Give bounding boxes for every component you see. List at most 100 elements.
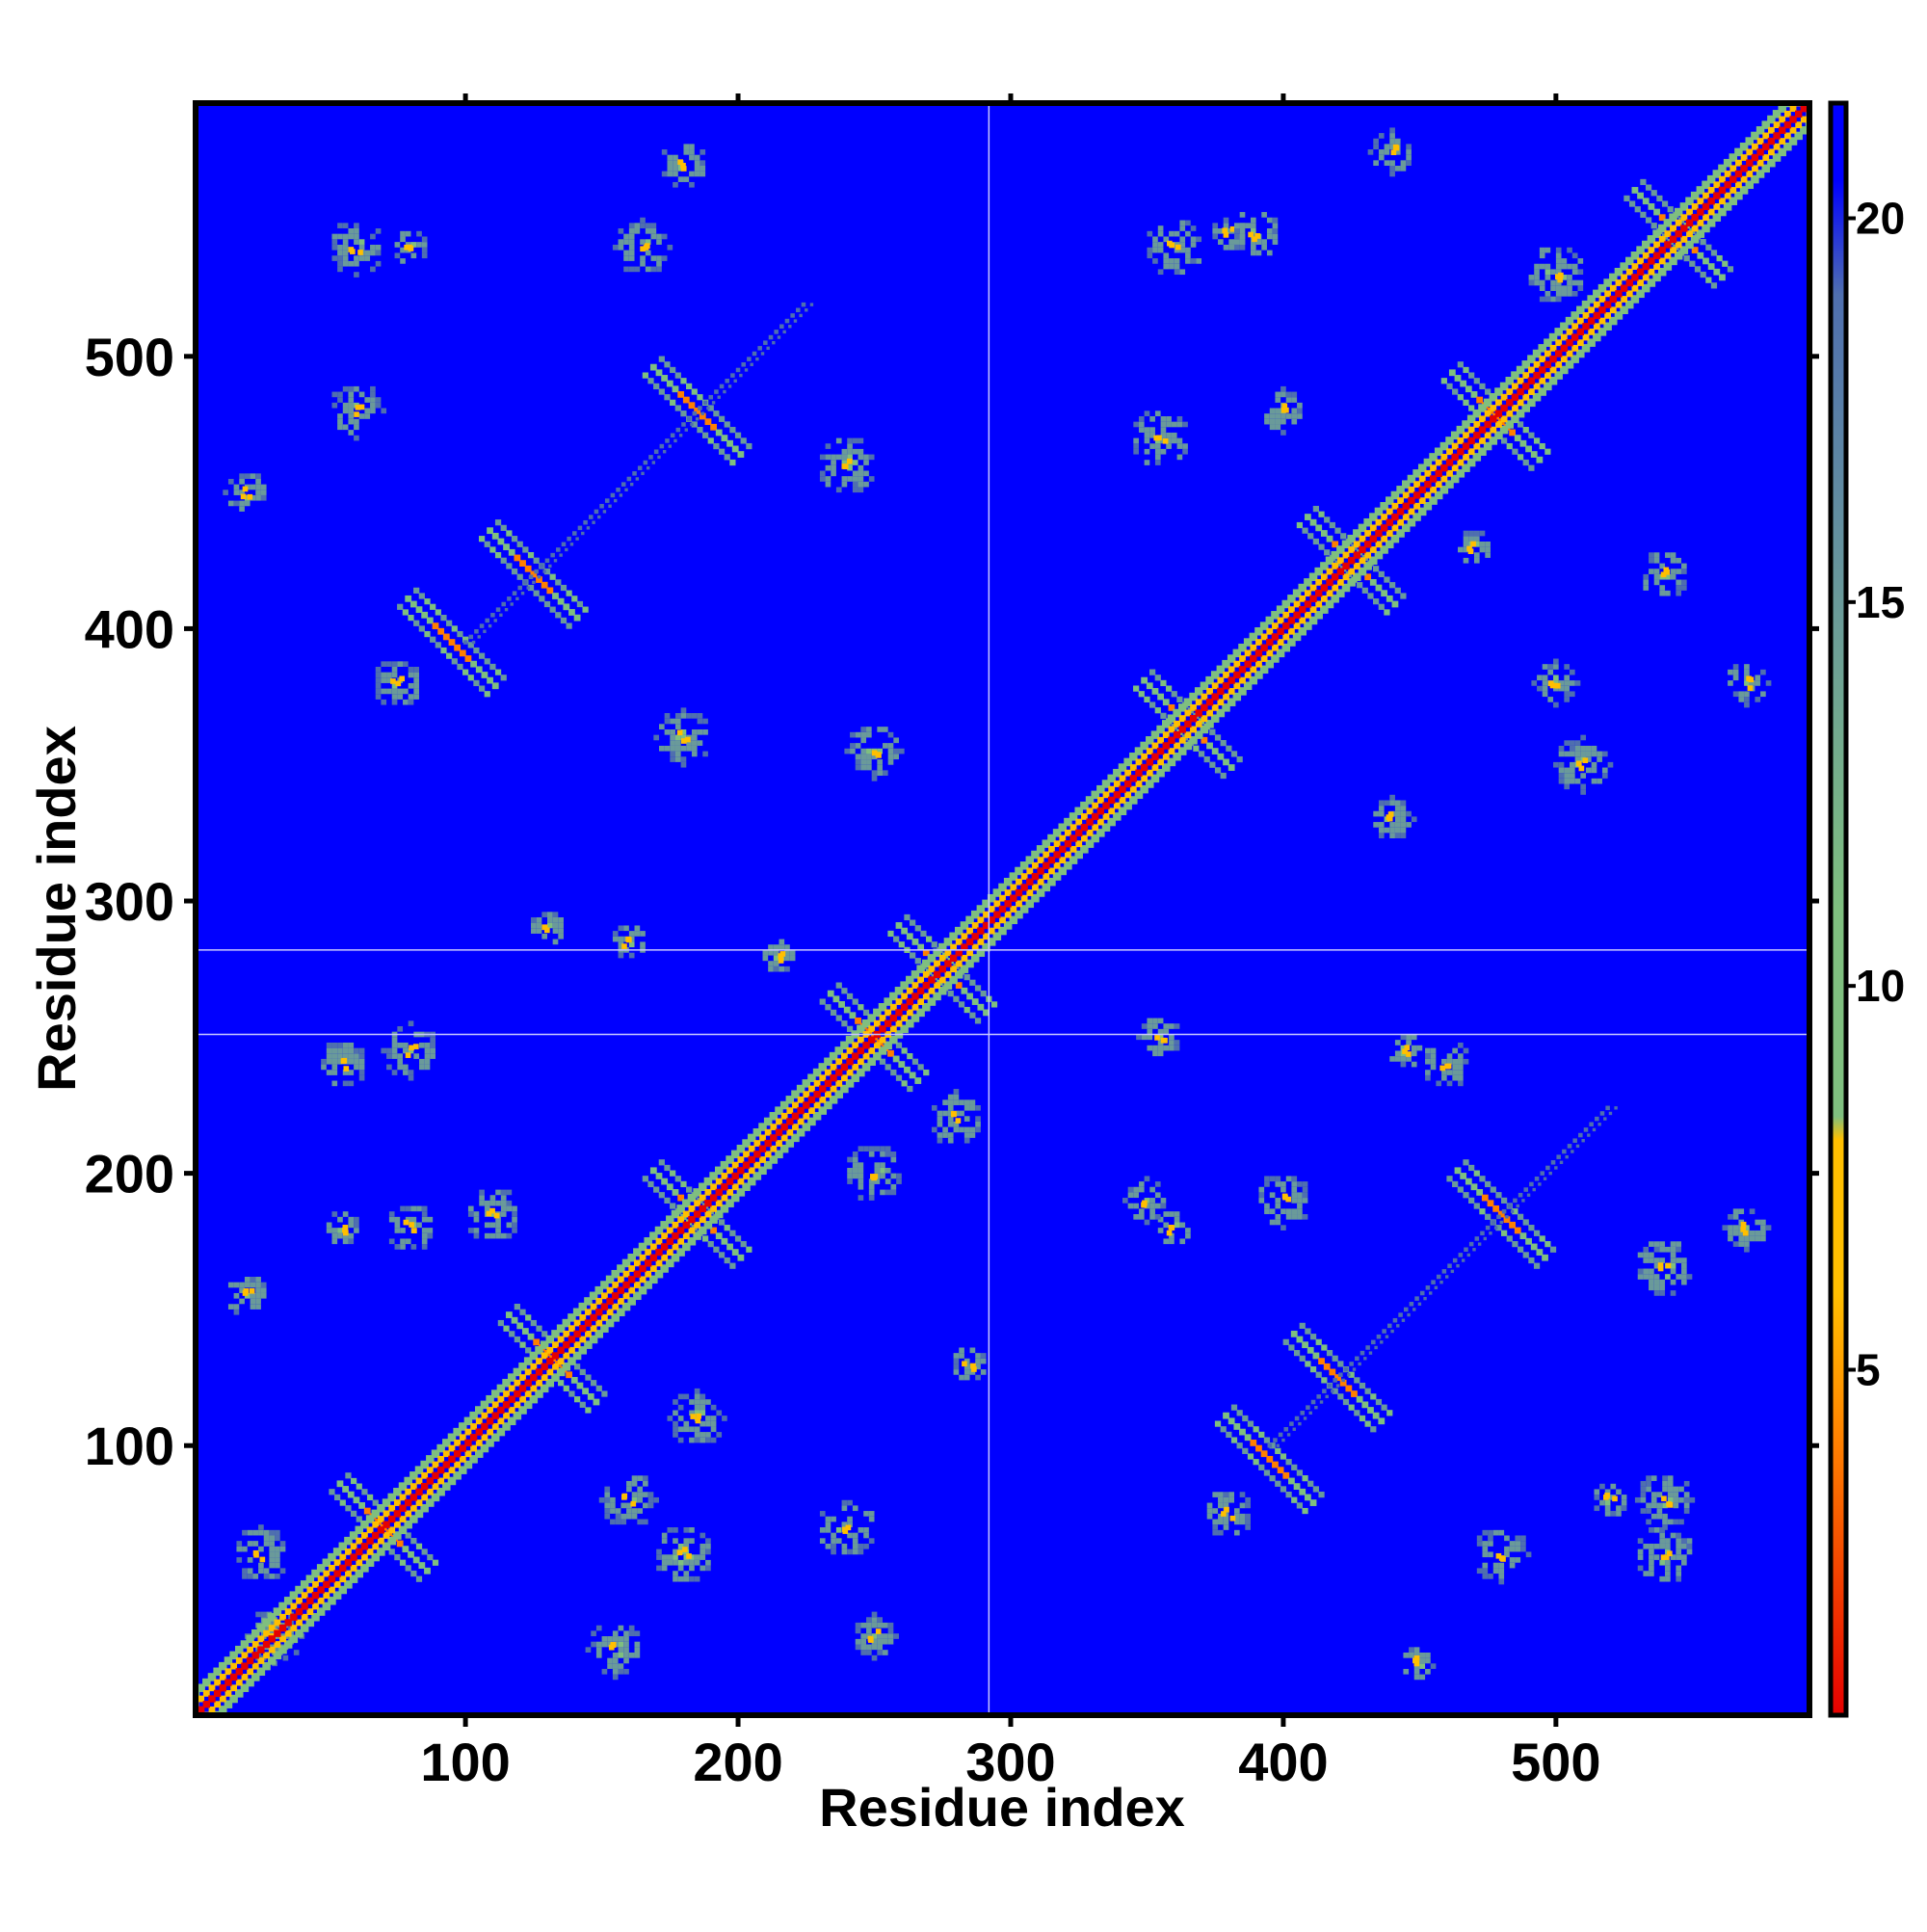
heatmap-cell	[844, 748, 851, 754]
heatmap-cell	[541, 581, 548, 589]
heatmap-cell	[858, 1167, 864, 1174]
heatmap-cell	[360, 1543, 369, 1550]
heatmap-cell	[1185, 258, 1191, 264]
heatmap-cell	[705, 1548, 711, 1555]
heatmap-cell	[855, 754, 861, 760]
heatmap-cell	[1496, 1214, 1501, 1220]
heatmap-cell	[506, 1232, 513, 1239]
heatmap-cell	[1418, 486, 1426, 493]
heatmap-cell	[459, 1466, 467, 1474]
heatmap-cell	[819, 476, 826, 482]
heatmap-cell	[852, 437, 858, 444]
heatmap-cell	[1653, 552, 1660, 558]
heatmap-cell	[1564, 675, 1571, 681]
heatmap-cell	[1760, 1235, 1766, 1242]
heatmap-cell	[710, 1420, 717, 1427]
heatmap-cell	[1129, 785, 1137, 793]
heatmap-cell	[1500, 415, 1508, 423]
heatmap-cell	[866, 1617, 872, 1623]
heatmap-cell	[1710, 282, 1718, 289]
heatmap-cell	[503, 1325, 510, 1332]
heatmap-cell	[1201, 703, 1208, 712]
heatmap-cells	[196, 103, 1809, 1715]
heatmap-cell	[1528, 432, 1535, 438]
heatmap-cell	[964, 1369, 970, 1375]
heatmap-cell	[1533, 360, 1541, 368]
heatmap-cell	[1157, 225, 1164, 231]
heatmap-cell	[348, 1080, 355, 1087]
heatmap-cell	[670, 433, 675, 438]
heatmap-cell	[1676, 1274, 1682, 1280]
heatmap-cell	[1325, 556, 1334, 566]
heatmap-cell	[1306, 1405, 1310, 1410]
heatmap-cell	[1594, 1505, 1600, 1512]
heatmap-cell	[1209, 761, 1216, 768]
heatmap-cell	[622, 1292, 630, 1300]
heatmap-cell	[1463, 530, 1469, 537]
heatmap-cell	[1576, 760, 1582, 767]
x-tick-label: 100	[420, 1732, 510, 1792]
heatmap-cell	[890, 1069, 897, 1076]
heatmap-cell	[1683, 1492, 1690, 1497]
heatmap-cell	[852, 476, 858, 482]
heatmap-cell	[725, 378, 729, 384]
heatmap-cell	[620, 1502, 627, 1509]
heatmap-cell	[1676, 1571, 1682, 1576]
heatmap-cell	[710, 1437, 717, 1443]
heatmap-cell	[608, 504, 612, 508]
heatmap-cell	[333, 1570, 341, 1577]
heatmap-cell	[414, 1466, 424, 1474]
heatmap-cell	[697, 718, 703, 725]
heatmap-cell	[348, 430, 355, 436]
heatmap-cell	[1276, 1443, 1280, 1447]
heatmap-cell	[1601, 751, 1608, 757]
heatmap-cell	[1703, 192, 1709, 199]
heatmap-cell	[906, 933, 913, 940]
heatmap-cell	[779, 944, 785, 950]
heatmap-cell	[1182, 443, 1188, 449]
heatmap-cell	[250, 1298, 256, 1305]
heatmap-cell	[944, 960, 952, 967]
heatmap-cell	[1653, 1543, 1660, 1549]
heatmap-cell	[764, 1139, 772, 1148]
heatmap-cell	[1166, 421, 1172, 428]
heatmap-cell	[1463, 546, 1469, 553]
heatmap-cell	[1576, 328, 1585, 336]
heatmap-cell	[1312, 538, 1319, 545]
heatmap-cell	[227, 500, 234, 507]
heatmap-cell	[680, 745, 687, 752]
heatmap-cell	[667, 244, 673, 251]
heatmap-cell	[628, 266, 635, 273]
heatmap-cell	[928, 987, 936, 994]
heatmap-cell	[1169, 1211, 1175, 1217]
heatmap-cell	[399, 675, 406, 682]
heatmap-cell	[1271, 611, 1280, 620]
heatmap-cell	[747, 357, 752, 361]
heatmap-cell	[1400, 827, 1407, 834]
heatmap-cell	[426, 1455, 435, 1464]
heatmap-cell	[686, 383, 693, 390]
heatmap-cell	[1665, 1538, 1671, 1544]
heatmap-cell	[1608, 1111, 1613, 1116]
heatmap-cell	[661, 375, 669, 382]
heatmap-cell	[650, 233, 657, 240]
heatmap-cell	[705, 1543, 711, 1549]
heatmap-cell	[536, 922, 542, 929]
heatmap-cell	[1625, 290, 1633, 298]
heatmap-cell	[453, 1427, 462, 1437]
heatmap-cell	[1152, 242, 1158, 248]
heatmap-cell	[1194, 730, 1203, 739]
heatmap-cell	[1244, 672, 1252, 678]
heatmap-cell	[573, 1330, 581, 1338]
heatmap-cell	[1746, 159, 1754, 167]
heatmap-cell	[618, 952, 624, 959]
heatmap-cell	[301, 1613, 308, 1621]
heatmap-cell	[764, 1128, 772, 1136]
heatmap-cell	[500, 1200, 507, 1206]
heatmap-cell	[1542, 691, 1548, 698]
heatmap-cell	[1245, 1496, 1251, 1503]
heatmap-cell	[503, 1412, 510, 1419]
heatmap-cell	[1458, 1253, 1464, 1257]
heatmap-cell	[670, 366, 676, 374]
heatmap-cell	[427, 1232, 434, 1239]
